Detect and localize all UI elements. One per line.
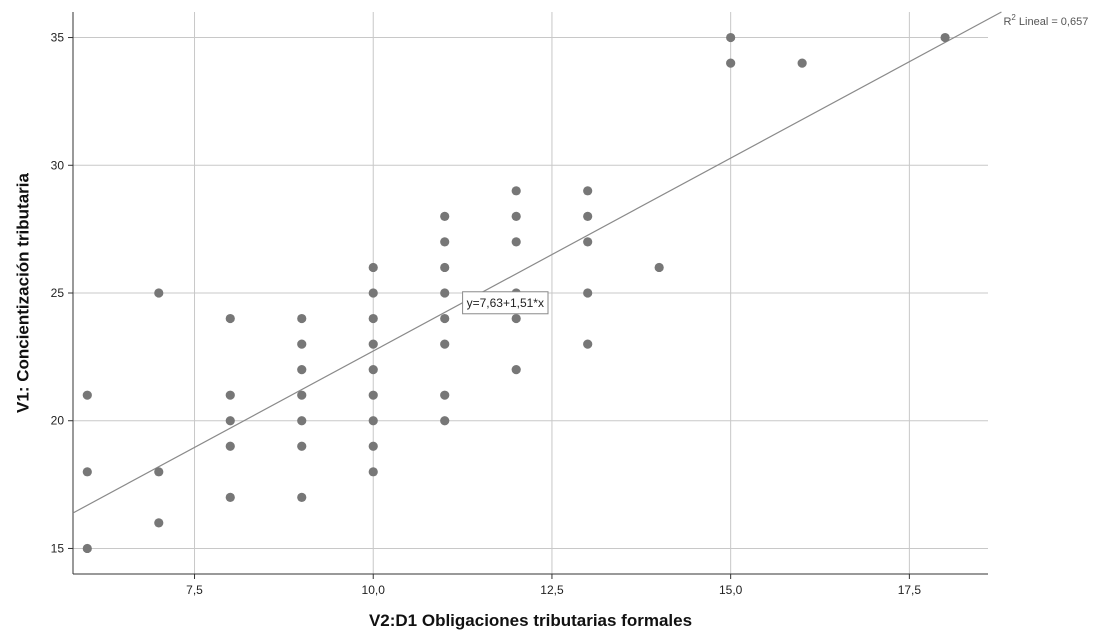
regression-line [72,11,1002,514]
data-point [940,32,950,43]
data-point [368,313,378,324]
data-point [368,441,378,451]
y-tick-label: 35 [51,31,65,45]
data-point [440,211,450,221]
x-tick-label: 10,0 [362,583,386,597]
data-point [440,237,450,247]
data-point [297,390,307,400]
data-point [368,390,378,400]
data-point [440,262,450,273]
data-point [82,543,92,554]
equation-text: y=7,63+1,51*x [467,296,544,310]
data-point [368,467,378,477]
data-point [440,390,450,400]
data-point [368,365,378,375]
r2-suffix: Lineal = 0,657 [1016,16,1088,28]
x-axis-ticks: 7,5 10,0 12,5 15,0 17,5 [186,574,921,597]
data-point [440,313,450,324]
x-axis-title: V2:D1 Obligaciones tributarias formales [369,611,692,630]
data-point [797,58,807,68]
data-point [368,339,378,349]
data-point [511,211,521,221]
data-point [82,390,92,400]
data-point [726,58,736,68]
x-tick-label: 7,5 [186,583,203,597]
grid-lines [73,12,988,574]
x-tick-label: 17,5 [898,583,922,597]
data-point [654,262,664,273]
r2-prefix: R [1003,16,1011,28]
data-point [225,416,235,426]
x-tick-label: 12,5 [540,583,564,597]
data-point [297,313,307,324]
data-point [511,186,521,196]
data-point [154,288,164,298]
data-point [225,390,235,400]
equation-box [462,291,549,315]
y-axis-ticks: 15 20 25 30 35 [51,31,73,555]
y-tick-label: 30 [51,158,65,172]
r2-annotation: R2 Lineal = 0,657 [1003,13,1088,28]
x-tick-label: 15,0 [719,583,743,597]
data-point [154,467,164,477]
data-point [154,518,164,528]
r2-superscript: 2 [1011,13,1016,22]
equation-label: y=7,63+1,51*x [462,291,549,315]
data-point [726,32,736,43]
data-point [297,416,307,426]
data-points [82,32,950,554]
data-point [583,339,593,349]
data-point [225,492,235,502]
data-point [368,416,378,426]
data-point [583,237,593,247]
regression-line-group [72,11,1002,514]
data-point [440,339,450,349]
data-point [511,313,521,324]
data-point [440,288,450,298]
y-tick-label: 20 [51,414,65,428]
data-point [225,441,235,451]
data-point [297,492,307,502]
data-point [583,288,593,298]
data-point [511,365,521,375]
y-axis-title: V1: Concientización tributaria [13,172,32,412]
data-point [225,313,235,324]
data-point [440,416,450,426]
data-point [82,467,92,477]
data-point [368,288,378,298]
y-tick-label: 15 [51,541,65,555]
data-point [297,339,307,349]
data-point [583,211,593,221]
data-point [297,365,307,375]
data-point [297,441,307,451]
data-point [583,186,593,196]
data-point [511,237,521,247]
data-point [368,262,378,273]
y-tick-label: 25 [51,286,65,300]
